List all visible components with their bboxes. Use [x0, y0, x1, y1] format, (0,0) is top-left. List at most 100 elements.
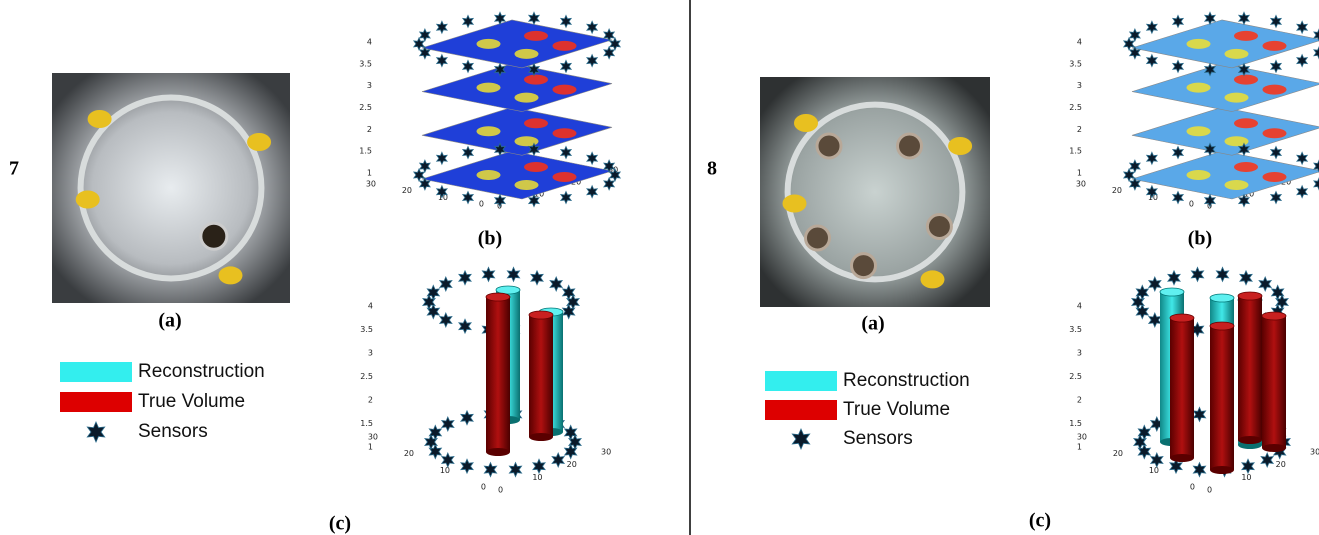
z-tick-label: 2.5 — [1069, 103, 1082, 112]
photo-clamp — [76, 191, 100, 209]
slice-hotspot — [1234, 75, 1258, 85]
photo-caption: (a) — [861, 313, 884, 335]
x-tick-label: 30 — [1310, 448, 1319, 457]
z-tick-label: 1.5 — [359, 147, 372, 156]
y-tick-label: 10 — [440, 466, 450, 475]
legend-label: Sensors — [843, 428, 913, 449]
y-tick-label: 30 — [1077, 433, 1087, 442]
panel-number: 7 — [9, 158, 19, 180]
slice-hotspot — [477, 39, 501, 49]
cylinder — [1238, 296, 1262, 440]
slice — [1132, 64, 1319, 112]
cylinder-top — [1262, 312, 1286, 320]
sensor-star — [1147, 21, 1157, 33]
x-tick-label: 0 — [498, 486, 503, 495]
sensor-star — [552, 453, 564, 467]
sensor-star — [1314, 47, 1319, 59]
sensor-star — [463, 147, 473, 159]
cylinder-top — [486, 293, 510, 301]
sensor-star — [587, 152, 597, 164]
slice-hotspot — [477, 126, 501, 136]
y-tick-label: 30 — [368, 433, 378, 442]
photo-clamp — [247, 133, 271, 151]
slice-hotspot — [477, 170, 501, 180]
z-tick-label: 2.5 — [359, 103, 372, 112]
z-tick-label: 3 — [1077, 81, 1082, 90]
photo-clamp — [88, 110, 112, 128]
slice-hotspot — [524, 75, 548, 85]
y-tick-label: 0 — [1189, 200, 1194, 209]
sensor-star — [1173, 15, 1183, 27]
y-tick-label: 20 — [404, 449, 414, 458]
z-tick-label: 3 — [1077, 349, 1082, 358]
sensor-star — [1173, 60, 1183, 72]
slice-hotspot — [553, 172, 577, 182]
y-tick-label: 0 — [1190, 483, 1195, 492]
cylinder — [486, 297, 510, 452]
z-tick-label: 2.5 — [1069, 372, 1082, 381]
slice-hotspot — [553, 85, 577, 95]
z-tick-label: 4 — [368, 302, 373, 311]
slice-hotspot — [1187, 170, 1211, 180]
sensor-star — [420, 160, 430, 172]
photo-rod — [927, 215, 951, 239]
slice-hotspot — [553, 41, 577, 51]
sensor-star — [531, 271, 543, 285]
sensor-star — [1147, 152, 1157, 164]
sensor-star — [561, 192, 571, 204]
sensor-star — [1297, 186, 1307, 198]
z-tick-label: 1.5 — [1069, 147, 1082, 156]
sensor-star — [484, 463, 496, 477]
z-tick-label: 3.5 — [360, 325, 373, 334]
x-tick-label: 20 — [567, 460, 577, 469]
slice-hotspot — [1263, 85, 1287, 95]
x-tick-label: 0 — [1207, 486, 1212, 495]
legend-label: Reconstruction — [138, 361, 265, 382]
x-tick-label: 10 — [1241, 473, 1251, 482]
cylinder-top — [1210, 322, 1234, 330]
photo-caption: (a) — [158, 310, 181, 332]
sensor-star — [1271, 60, 1281, 72]
slice — [422, 151, 612, 199]
sensor-star — [1147, 55, 1157, 67]
z-tick-label: 1 — [1077, 169, 1082, 178]
sensor-star — [482, 267, 494, 281]
sensor-star — [1261, 453, 1273, 467]
photo — [52, 73, 290, 303]
sensor-star — [461, 411, 473, 425]
sensor-star — [87, 422, 104, 442]
y-tick-label: 20 — [1113, 449, 1123, 458]
x-tick-label: 10 — [532, 473, 542, 482]
sensor-star — [587, 186, 597, 198]
sensor-star — [437, 21, 447, 33]
sensor-star — [1271, 147, 1281, 159]
slice-hotspot — [477, 83, 501, 93]
z-tick-label: 2.5 — [360, 372, 373, 381]
slice — [422, 20, 612, 68]
z-tick-label: 3 — [368, 349, 373, 358]
photo-rod — [898, 134, 922, 158]
sensor-star — [604, 47, 614, 59]
sensor-star — [437, 152, 447, 164]
slice-hotspot — [524, 31, 548, 41]
z-tick-label: 3.5 — [1069, 325, 1082, 334]
y-tick-label: 0 — [481, 483, 486, 492]
slice-hotspot — [1234, 162, 1258, 172]
cylinder — [1170, 318, 1194, 458]
z-tick-label: 2 — [1077, 125, 1082, 134]
photo-rod — [201, 223, 227, 249]
cylinder-top — [1238, 292, 1262, 300]
sensor-star — [1239, 12, 1249, 24]
sensor-star — [463, 15, 473, 27]
slice-hotspot — [524, 118, 548, 128]
z-tick-label: 4 — [367, 37, 372, 46]
z-tick-label: 1 — [1077, 443, 1082, 452]
y-tick-label: 30 — [366, 180, 376, 189]
cylinder-top — [1170, 314, 1194, 322]
slice-hotspot — [524, 162, 548, 172]
slice-hotspot — [515, 180, 539, 190]
sensor-star — [437, 55, 447, 67]
sensor-star — [459, 319, 471, 333]
sensor-star — [507, 267, 519, 281]
sensor-star — [1297, 21, 1307, 33]
